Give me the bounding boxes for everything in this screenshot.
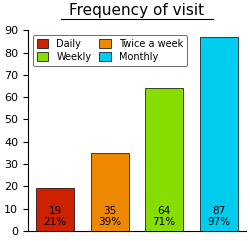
- Text: 64
71%: 64 71%: [152, 206, 176, 228]
- Text: Frequency of visit: Frequency of visit: [69, 3, 204, 18]
- Text: 87
97%: 87 97%: [207, 206, 230, 228]
- Bar: [145, 88, 183, 231]
- Text: 19
21%: 19 21%: [44, 206, 67, 228]
- Bar: [200, 37, 238, 231]
- Bar: [36, 188, 74, 231]
- Bar: [91, 153, 129, 231]
- Text: 35
39%: 35 39%: [98, 206, 121, 228]
- Legend: Daily, Weekly, Twice a week, Monthly: Daily, Weekly, Twice a week, Monthly: [33, 35, 187, 66]
